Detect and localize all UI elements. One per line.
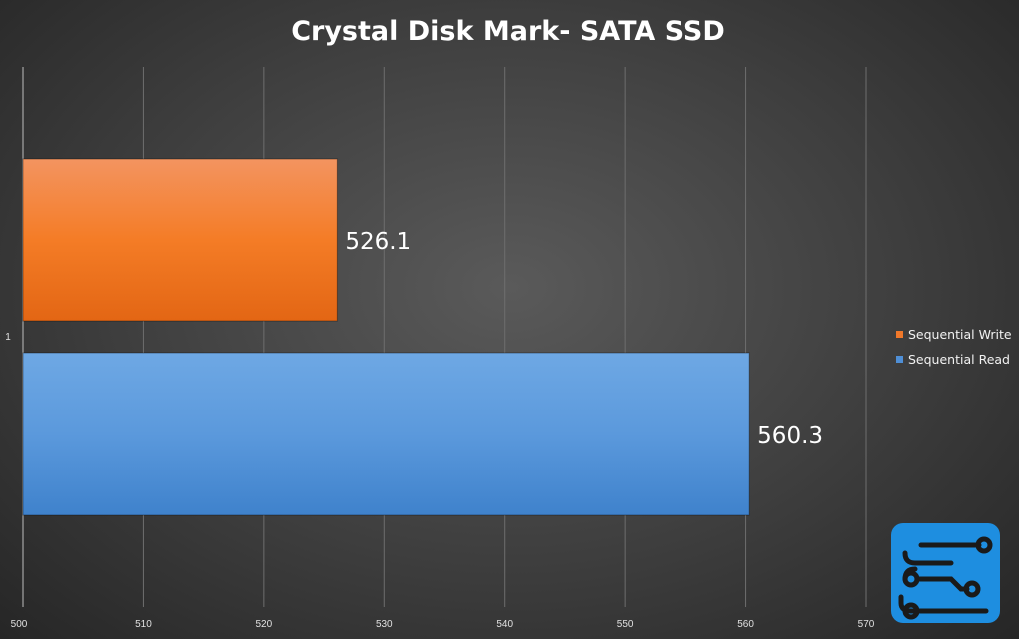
x-tick-label: 520: [256, 619, 273, 630]
circuit-board-logo-icon: [891, 523, 1000, 623]
legend-item-read: Sequential Read: [896, 347, 1012, 372]
x-tick-label: 540: [496, 619, 513, 630]
x-axis-ticks: 500 510 520 530 540 550 560 570: [11, 619, 875, 630]
bars: [22, 158, 750, 516]
bar-sequential-read: [22, 352, 750, 516]
x-tick-label: 560: [737, 619, 754, 630]
data-label-sequential-read: 560.3: [757, 423, 823, 449]
data-label-sequential-write: 526.1: [345, 229, 411, 255]
gridlines: [142, 67, 867, 607]
chart-title: Crystal Disk Mark- SATA SSD: [291, 16, 725, 47]
legend: Sequential Write Sequential Read: [896, 322, 1012, 372]
x-tick-label: 550: [617, 619, 634, 630]
x-tick-label: 500: [11, 619, 28, 630]
bar-sequential-write: [22, 158, 338, 322]
legend-swatch-read: [896, 356, 903, 363]
legend-item-write: Sequential Write: [896, 322, 1012, 347]
data-labels: 526.1 560.3: [345, 229, 823, 449]
x-tick-label: 570: [858, 619, 875, 630]
x-tick-label: 530: [376, 619, 393, 630]
legend-label-read: Sequential Read: [908, 352, 1010, 367]
legend-label-write: Sequential Write: [908, 327, 1012, 342]
legend-swatch-write: [896, 331, 903, 338]
category-label: 1: [5, 332, 11, 343]
x-tick-label: 510: [135, 619, 152, 630]
